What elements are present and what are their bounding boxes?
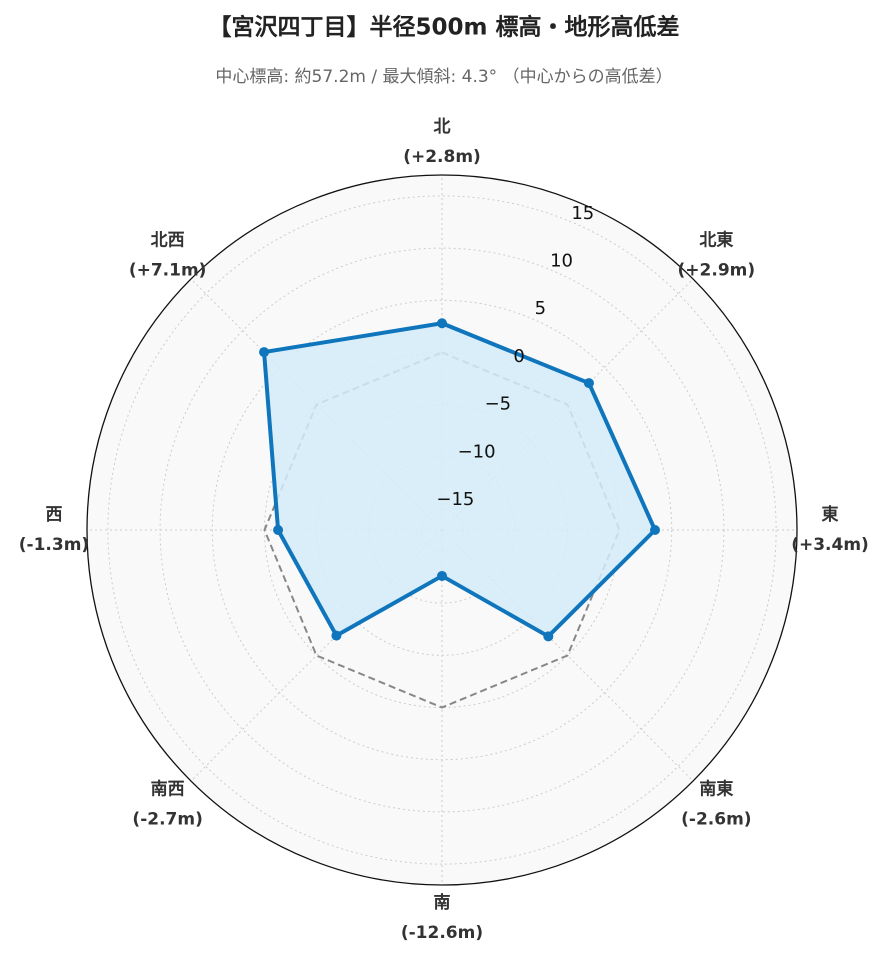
category-label: 北東: [699, 230, 733, 251]
data-point: [273, 525, 284, 535]
category-value-label: (-2.7m): [132, 809, 202, 829]
category-value-label: (+7.1m): [129, 261, 207, 281]
plot-border: [86, 174, 798, 886]
data-point: [331, 630, 342, 641]
category-label: 南: [434, 892, 451, 913]
category-value-label: (+3.4m): [791, 535, 869, 555]
category-label: 南東: [699, 778, 733, 799]
category-value-label: (-1.3m): [19, 535, 89, 555]
r-tick-label: 0: [513, 346, 524, 367]
data-point: [650, 525, 660, 535]
radial-grid-line: [441, 278, 694, 531]
category-label: 南西: [151, 778, 185, 799]
category-value-label: (+2.8m): [403, 147, 481, 167]
category-value-label: (-12.6m): [401, 923, 483, 943]
r-tick-label: 15: [571, 203, 594, 224]
r-tick-label: 5: [535, 298, 546, 319]
r-tick-label: −5: [485, 394, 512, 415]
data-point: [437, 318, 447, 329]
category-value-label: (-2.6m): [681, 809, 751, 829]
radial-grid-line: [190, 529, 443, 782]
data-point: [583, 378, 594, 389]
category-label: 東: [822, 504, 839, 525]
r-tick-label: −15: [436, 489, 474, 510]
radial-grid-line: [190, 278, 443, 531]
radial-grid-line: [441, 529, 694, 782]
chart-subtitle: 中心標高: 約57.2m / 最大傾斜: 4.3° （中心からの高低差）: [215, 67, 672, 87]
data-point: [543, 631, 554, 642]
category-label: 北西: [151, 231, 185, 251]
r-tick-label: 10: [550, 250, 573, 271]
r-tick-label: −10: [458, 441, 496, 462]
data-point: [259, 347, 270, 358]
category-label: 北: [434, 117, 451, 137]
grid-circle: [211, 299, 673, 761]
chart-title: 【宮沢四丁目】半径500m 標高・地形高低差: [209, 14, 680, 41]
grid-circle: [107, 195, 777, 865]
category-value-label: (+2.9m): [678, 261, 756, 281]
data-point: [437, 570, 447, 581]
category-label: 西: [46, 505, 63, 525]
